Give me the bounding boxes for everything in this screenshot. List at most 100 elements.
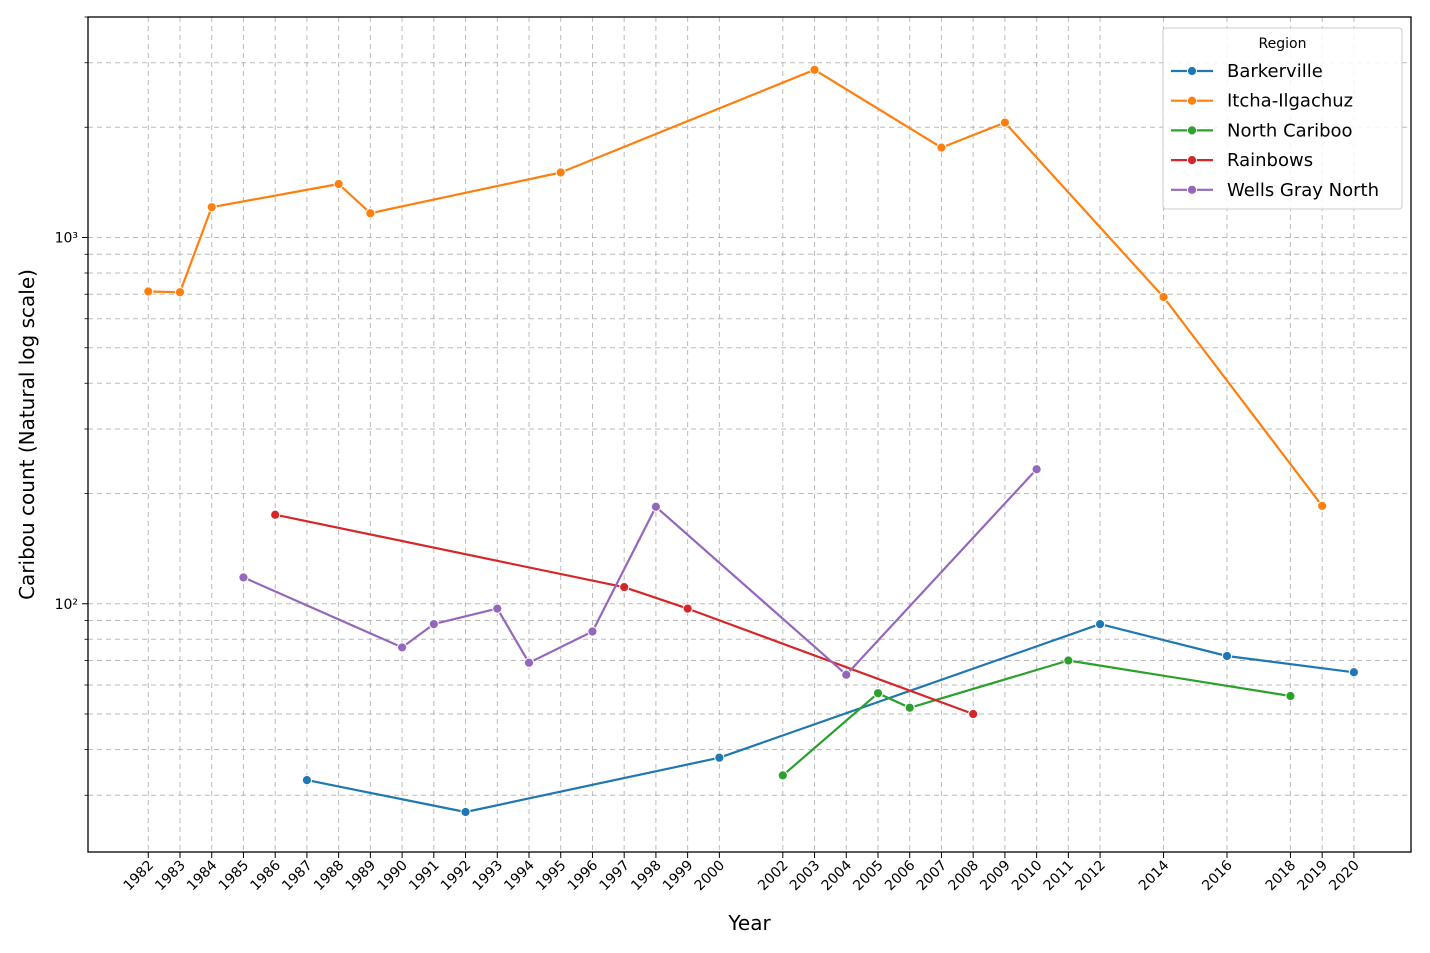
x-tick-label: 1995 (533, 858, 570, 895)
x-tick-label: 2012 (1072, 858, 1109, 895)
x-tick-label: 1986 (248, 857, 285, 894)
x-tick-label: 2003 (787, 858, 824, 895)
data-point-wells-gray-north (587, 626, 598, 637)
x-tick-label: 2020 (1326, 858, 1363, 895)
y-axis: 10² 10³ (55, 16, 88, 796)
x-tick-label: 1988 (311, 858, 348, 895)
data-point-rainbows (270, 509, 281, 520)
legend: Region Barkerville Itcha-Ilgachuz North Car… (1162, 27, 1403, 210)
data-point-itcha-ilgachuz (174, 287, 186, 298)
data-point-itcha-ilgachuz (365, 208, 376, 219)
x-tick-label: 2011 (1041, 858, 1078, 895)
data-point-itcha-ilgachuz (143, 286, 154, 297)
legend-title: Region (1259, 36, 1307, 52)
data-point-barkerville (714, 752, 725, 763)
data-point-wells-gray-north (428, 618, 439, 630)
x-tick-label: 1998 (628, 858, 665, 895)
legend-item-north-cariboo: North Cariboo (1171, 120, 1353, 141)
data-point-itcha-ilgachuz (555, 167, 566, 178)
legend-label: Barkerville (1227, 61, 1323, 82)
series-line-itcha-ilgachuz (148, 68, 1324, 507)
x-tick-label: 2007 (914, 858, 951, 895)
data-point-wells-gray-north (492, 603, 503, 614)
data-point-north-cariboo (1285, 690, 1296, 702)
x-tick-label: 1985 (216, 858, 253, 895)
data-point-itcha-ilgachuz (333, 178, 344, 190)
data-point-wells-gray-north (841, 669, 852, 680)
legend-item-itcha-ilgachuz: Itcha-Ilgachuz (1171, 91, 1353, 112)
data-point-north-cariboo (1063, 655, 1074, 666)
legend-swatch-marker (1186, 184, 1198, 195)
x-tick-label: 2006 (882, 857, 919, 894)
x-tick-label: 1987 (279, 858, 316, 895)
series-north-cariboo (777, 655, 1296, 781)
x-tick-label: 1993 (470, 858, 507, 895)
data-point-barkerville (460, 806, 471, 818)
x-tick-label: 1989 (343, 858, 380, 895)
x-tick-label: 1996 (565, 857, 602, 894)
data-point-itcha-ilgachuz (1317, 500, 1328, 512)
data-point-barkerville (301, 775, 313, 786)
legend-label: Itcha-Ilgachuz (1227, 91, 1353, 112)
series-layer (143, 64, 1359, 818)
legend-item-wells-gray-north: Wells Gray North (1171, 180, 1379, 201)
legend-label: Wells Gray North (1227, 180, 1379, 201)
x-axis: 1982198319841985198619871988198919901991… (121, 852, 1363, 894)
data-point-itcha-ilgachuz (999, 117, 1010, 128)
data-point-itcha-ilgachuz (206, 202, 217, 213)
y-tick-label: 10³ (55, 231, 78, 247)
x-tick-label: 1999 (660, 858, 697, 895)
plot-frame (87, 16, 1412, 853)
x-tick-label: 2010 (1009, 858, 1046, 895)
legend-swatch-marker (1186, 125, 1198, 136)
legend-swatch-marker (1186, 95, 1198, 106)
data-point-rainbows (619, 582, 630, 593)
series-wells-gray-north (238, 464, 1042, 680)
data-point-north-cariboo (777, 770, 788, 781)
data-point-north-cariboo (904, 702, 915, 713)
x-tick-label: 2004 (819, 857, 856, 894)
grid (88, 16, 1411, 852)
data-point-wells-gray-north (238, 572, 249, 583)
data-point-barkerville (1094, 618, 1106, 630)
legend-item-rainbows: Rainbows (1171, 150, 1313, 171)
x-tick-label: 2002 (755, 858, 792, 895)
data-point-wells-gray-north (1031, 464, 1042, 475)
series-line-wells-gray-north (243, 468, 1038, 676)
x-tick-label: 1997 (596, 858, 633, 895)
x-tick-label: 1990 (374, 858, 411, 895)
legend-label: Rainbows (1227, 150, 1313, 171)
series-barkerville (301, 618, 1359, 818)
x-tick-label: 1991 (406, 858, 443, 895)
x-axis-title: Year (727, 911, 771, 935)
x-tick-label: 1983 (152, 858, 189, 895)
x-tick-label: 2009 (977, 858, 1014, 895)
data-point-rainbows (682, 603, 693, 614)
legend-swatch-marker (1186, 155, 1198, 166)
data-point-wells-gray-north (523, 657, 535, 668)
data-point-barkerville (1221, 650, 1233, 662)
legend-box (1162, 27, 1403, 210)
x-tick-label: 2000 (692, 858, 729, 895)
x-tick-label: 2014 (1136, 857, 1173, 894)
data-point-wells-gray-north (650, 501, 662, 512)
x-tick-label: 2008 (945, 858, 982, 895)
data-point-barkerville (1348, 667, 1359, 678)
y-axis-title: Caribou count (Natural log scale) (15, 269, 39, 600)
x-tick-label: 1982 (121, 858, 158, 895)
data-point-itcha-ilgachuz (809, 64, 820, 75)
data-point-wells-gray-north (396, 642, 408, 653)
legend-swatch-marker (1186, 65, 1198, 77)
series-line-barkerville (306, 622, 1355, 814)
x-tick-label: 2018 (1263, 858, 1300, 895)
y-tick-label: 10² (55, 597, 78, 613)
x-tick-label: 2005 (850, 858, 887, 895)
data-point-itcha-ilgachuz (936, 142, 947, 153)
x-tick-label: 1994 (501, 857, 538, 894)
legend-label: North Cariboo (1227, 120, 1353, 141)
x-tick-label: 2019 (1294, 858, 1331, 895)
x-tick-label: 1992 (438, 858, 475, 895)
data-point-itcha-ilgachuz (1158, 291, 1169, 303)
legend-item-barkerville: Barkerville (1171, 61, 1323, 82)
